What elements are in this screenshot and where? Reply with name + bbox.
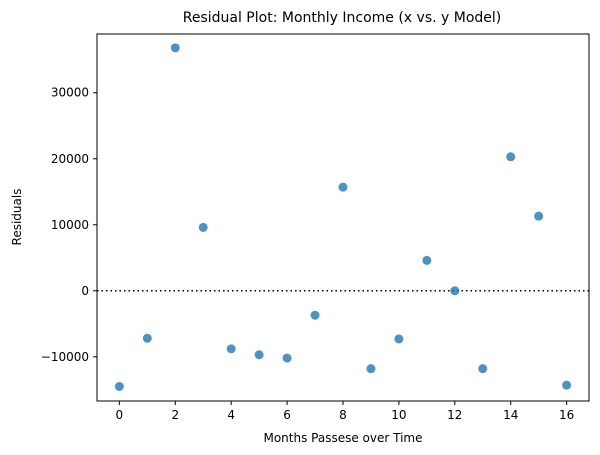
- x-tick-label: 4: [227, 408, 235, 422]
- data-point: [506, 152, 516, 162]
- x-tick-label: 0: [116, 408, 124, 422]
- data-point: [562, 380, 572, 390]
- data-point: [282, 353, 292, 363]
- y-tick-label: 10000: [51, 218, 89, 232]
- data-point: [170, 43, 180, 53]
- data-point: [422, 255, 432, 265]
- data-point: [198, 222, 208, 232]
- x-tick-label: 2: [171, 408, 179, 422]
- data-point: [478, 364, 488, 374]
- y-tick-label: 0: [81, 284, 89, 298]
- x-tick-label: 12: [447, 408, 462, 422]
- data-point: [310, 310, 320, 320]
- y-tick-label: 30000: [51, 86, 89, 100]
- data-point: [114, 381, 124, 391]
- x-axis-ticks: 0 2 4 6 8 10 12 14 16: [116, 401, 574, 422]
- y-axis-label: Residuals: [10, 189, 24, 246]
- x-tick-label: 16: [559, 408, 574, 422]
- data-point: [366, 364, 376, 374]
- y-axis-ticks: −10000 0 10000 20000 30000: [41, 86, 97, 364]
- y-tick-label: 20000: [51, 152, 89, 166]
- data-point: [394, 334, 404, 344]
- data-point: [450, 286, 460, 296]
- data-point: [338, 182, 348, 192]
- data-point: [142, 333, 152, 343]
- data-point: [254, 350, 264, 360]
- axes-frame: [96, 33, 590, 402]
- plot-area: [97, 43, 589, 391]
- x-tick-label: 8: [339, 408, 347, 422]
- x-tick-label: 6: [283, 408, 291, 422]
- chart-title: Residual Plot: Monthly Income (x vs. y M…: [183, 10, 502, 26]
- x-tick-label: 10: [391, 408, 406, 422]
- data-point: [226, 344, 236, 354]
- data-point: [534, 211, 544, 221]
- y-tick-label: −10000: [41, 350, 89, 364]
- x-tick-label: 14: [503, 408, 518, 422]
- x-axis-label: Months Passese over Time: [263, 431, 422, 445]
